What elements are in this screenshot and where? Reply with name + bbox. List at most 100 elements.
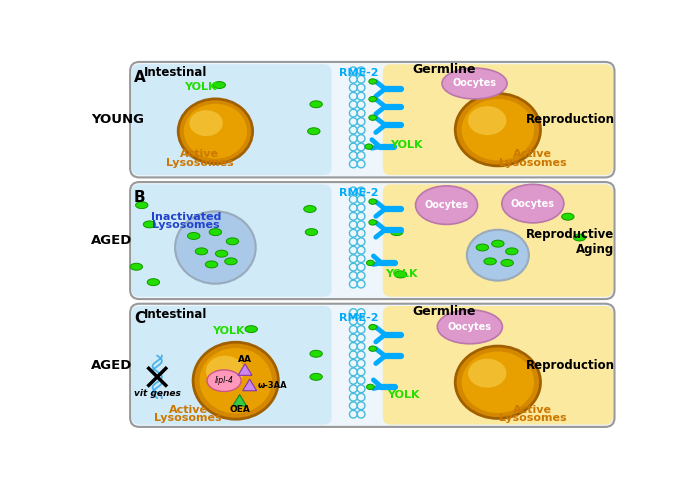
Text: Aging: Aging (576, 243, 615, 257)
Ellipse shape (305, 228, 318, 236)
Text: YOLK: YOLK (387, 390, 420, 400)
FancyBboxPatch shape (383, 184, 613, 297)
Ellipse shape (461, 351, 534, 413)
Text: Lysosomes: Lysosomes (152, 220, 220, 230)
Ellipse shape (136, 202, 148, 209)
Ellipse shape (461, 99, 534, 161)
Ellipse shape (369, 346, 377, 351)
Text: YOLK: YOLK (211, 326, 244, 336)
Ellipse shape (184, 104, 247, 159)
FancyBboxPatch shape (130, 182, 615, 299)
FancyBboxPatch shape (132, 64, 332, 175)
FancyBboxPatch shape (130, 304, 615, 427)
Ellipse shape (391, 228, 403, 236)
Ellipse shape (225, 258, 237, 265)
Ellipse shape (209, 228, 222, 236)
Text: AGED: AGED (92, 234, 133, 247)
Ellipse shape (205, 261, 218, 268)
Text: Lysosomes: Lysosomes (155, 413, 222, 424)
Ellipse shape (369, 324, 377, 330)
Ellipse shape (369, 199, 377, 204)
Text: Active: Active (169, 405, 208, 415)
Text: vit genes: vit genes (134, 389, 181, 398)
Text: Active: Active (513, 150, 552, 159)
Text: Reproduction: Reproduction (526, 113, 615, 126)
Text: AA: AA (238, 355, 252, 364)
Ellipse shape (438, 310, 503, 344)
Ellipse shape (369, 79, 377, 84)
Ellipse shape (455, 93, 540, 166)
Ellipse shape (505, 248, 518, 255)
Ellipse shape (304, 206, 316, 212)
Text: Intestinal: Intestinal (144, 308, 207, 321)
Text: RME-2: RME-2 (339, 188, 378, 198)
Text: Lysosomes: Lysosomes (499, 413, 567, 424)
Ellipse shape (130, 263, 143, 270)
Text: AGED: AGED (92, 359, 133, 372)
Ellipse shape (144, 221, 155, 228)
Text: Reproduction: Reproduction (526, 359, 615, 372)
Text: Reproductive: Reproductive (526, 228, 615, 241)
Ellipse shape (213, 82, 225, 89)
Ellipse shape (369, 220, 377, 225)
Polygon shape (238, 364, 252, 375)
Polygon shape (232, 394, 246, 406)
Text: Oocytes: Oocytes (424, 200, 468, 210)
FancyBboxPatch shape (383, 64, 613, 175)
Text: Active: Active (181, 150, 219, 159)
Polygon shape (243, 379, 257, 391)
Text: B: B (134, 190, 146, 205)
Text: RME-2: RME-2 (339, 68, 378, 78)
Ellipse shape (442, 68, 507, 99)
Text: Oocytes: Oocytes (452, 78, 496, 89)
Ellipse shape (455, 346, 540, 419)
Text: Oocytes: Oocytes (448, 322, 492, 332)
Ellipse shape (394, 271, 407, 278)
Ellipse shape (199, 348, 272, 413)
FancyBboxPatch shape (130, 62, 615, 178)
FancyBboxPatch shape (383, 306, 613, 424)
Ellipse shape (502, 184, 564, 223)
Ellipse shape (226, 238, 239, 245)
Text: Germline: Germline (412, 305, 476, 318)
Text: YOUNG: YOUNG (92, 113, 144, 126)
Ellipse shape (491, 240, 504, 247)
Ellipse shape (307, 128, 320, 135)
Text: lipl-4: lipl-4 (215, 376, 234, 385)
Ellipse shape (193, 342, 279, 419)
Ellipse shape (561, 213, 574, 220)
Ellipse shape (369, 96, 377, 102)
Ellipse shape (178, 99, 253, 164)
Ellipse shape (310, 101, 322, 108)
Text: OEA: OEA (229, 406, 250, 414)
Text: Intestinal: Intestinal (144, 66, 207, 79)
Text: YOLK: YOLK (391, 140, 423, 150)
Ellipse shape (365, 144, 372, 150)
Ellipse shape (190, 110, 223, 136)
Ellipse shape (476, 244, 489, 251)
Ellipse shape (484, 258, 496, 265)
Text: A: A (134, 70, 146, 85)
Ellipse shape (367, 260, 374, 266)
Text: ω-3AA: ω-3AA (258, 381, 287, 390)
Ellipse shape (188, 232, 200, 240)
Ellipse shape (467, 230, 529, 281)
Text: YOLK: YOLK (385, 270, 418, 279)
FancyBboxPatch shape (132, 306, 332, 424)
Text: C: C (134, 311, 145, 326)
Ellipse shape (175, 212, 256, 284)
Text: Inactivated: Inactivated (150, 212, 221, 222)
Ellipse shape (310, 373, 322, 380)
Text: Germline: Germline (412, 63, 476, 76)
FancyBboxPatch shape (132, 184, 332, 297)
Text: Lysosomes: Lysosomes (166, 158, 234, 168)
Ellipse shape (207, 370, 241, 392)
Ellipse shape (369, 115, 377, 121)
Ellipse shape (573, 234, 586, 241)
Text: Lysosomes: Lysosomes (499, 158, 567, 168)
Ellipse shape (206, 356, 244, 387)
Ellipse shape (216, 250, 228, 257)
Ellipse shape (147, 279, 160, 286)
Ellipse shape (245, 326, 258, 333)
Ellipse shape (468, 359, 506, 388)
